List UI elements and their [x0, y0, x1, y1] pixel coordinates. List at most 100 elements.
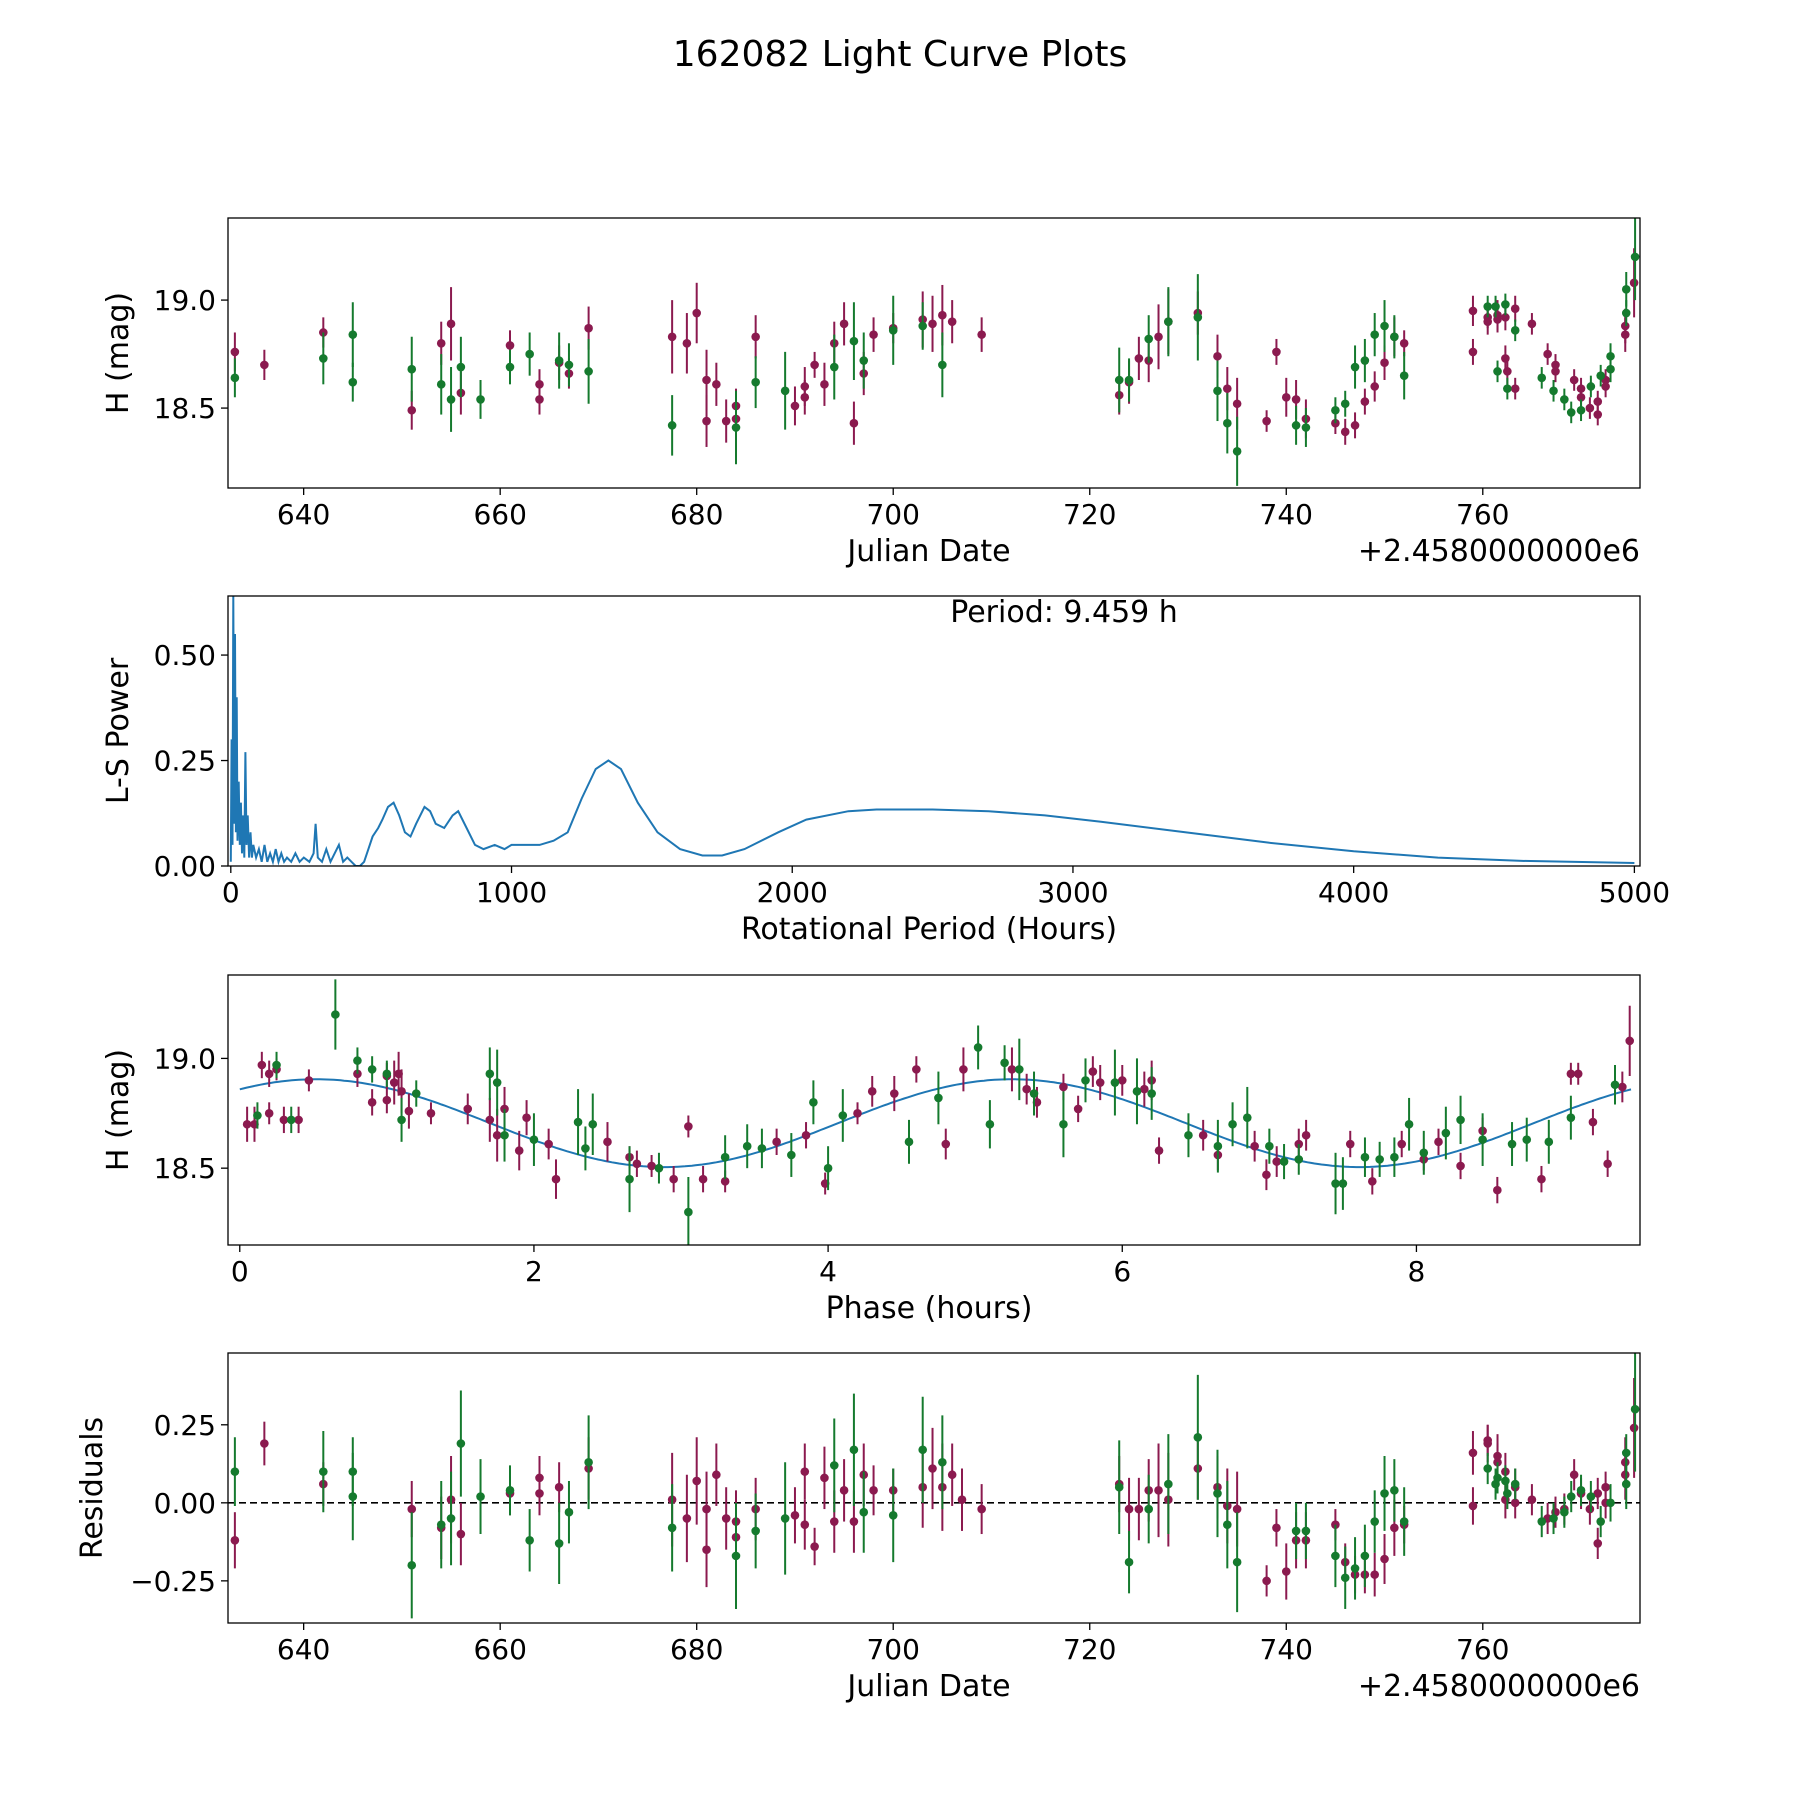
- lightcurve-data-point: [800, 382, 810, 391]
- phase-data-point: [809, 1098, 818, 1107]
- residuals-data-point: [1527, 1495, 1537, 1505]
- residuals-data-point: [1390, 1486, 1399, 1495]
- phase-data-point: [242, 1119, 252, 1129]
- lightcurve-data-point: [319, 354, 328, 363]
- residuals-data-point: [1291, 1526, 1301, 1536]
- residuals-data-point: [1483, 1464, 1492, 1473]
- phase-data-point: [264, 1108, 274, 1118]
- residuals-data-point: [1301, 1526, 1311, 1536]
- residuals-data-point: [456, 1529, 466, 1539]
- periodogram-ytick-label: 0.50: [154, 639, 216, 672]
- phase-data-point: [1095, 1078, 1105, 1087]
- residuals-data-point: [476, 1492, 485, 1501]
- lightcurve-data-point: [938, 360, 947, 370]
- residuals-data-point: [1468, 1448, 1478, 1458]
- residuals-data-point: [535, 1489, 544, 1498]
- periodogram-power-line: [229, 596, 1635, 866]
- residuals-data-point: [731, 1551, 741, 1561]
- residuals-data-point: [682, 1514, 692, 1523]
- lightcurve-data-point: [977, 330, 986, 339]
- periodogram-xtick-label: 4000: [1318, 876, 1389, 909]
- lightcurve-data-point: [1630, 252, 1640, 262]
- phase-data-point: [698, 1174, 708, 1184]
- lightcurve-data-point: [839, 319, 849, 329]
- phase-data-point: [720, 1177, 730, 1186]
- residuals-data-point: [1501, 1476, 1510, 1486]
- phase-xtick-label: 4: [819, 1255, 837, 1288]
- phase-data-point: [973, 1043, 983, 1052]
- phase-data-point: [1022, 1084, 1031, 1094]
- residuals-data-point: [525, 1535, 534, 1545]
- lightcurve-data-point: [1483, 317, 1492, 326]
- phase-data-point: [1368, 1177, 1377, 1186]
- lightcurve-data-point: [1301, 423, 1311, 432]
- lightcurve-data-point: [1291, 421, 1301, 430]
- phase-data-point: [1331, 1179, 1340, 1188]
- lightcurve-data-point: [829, 362, 839, 372]
- phase-data-point: [1537, 1174, 1546, 1184]
- lightcurve-data-point: [1390, 332, 1399, 342]
- panel-lightcurve: 640 660 680 700 720 740 760 18.5 19.0 Julian Date…: [101, 217, 1641, 569]
- phase-ytick-label: 19.0: [154, 1042, 216, 1075]
- lightcurve-data-point: [1493, 367, 1502, 376]
- residuals-data-point: [407, 1560, 417, 1570]
- lightcurve-data-point: [918, 321, 928, 331]
- lightcurve-data-point: [1380, 358, 1389, 368]
- lightcurve-data-point: [790, 401, 800, 411]
- lightcurve-data-point: [1621, 284, 1631, 294]
- phase-data-point: [257, 1060, 267, 1070]
- lightcurve-data-point: [751, 377, 760, 387]
- residuals-xtick-label: 720: [1063, 1633, 1116, 1666]
- phase-data-point: [389, 1078, 399, 1087]
- residuals-data-point: [1549, 1514, 1558, 1523]
- periodogram-plot-area: [229, 596, 1635, 866]
- lightcurve-data-point: [810, 360, 819, 370]
- residuals-data-point: [319, 1467, 328, 1476]
- lightcurve-data-point: [1501, 300, 1510, 309]
- lightcurve-data-point: [476, 395, 485, 404]
- phase-data-point: [823, 1163, 833, 1173]
- phase-data-point: [684, 1207, 693, 1217]
- phase-data-point: [1544, 1137, 1554, 1147]
- lightcurve-data-point: [535, 395, 544, 404]
- lightcurve-xtick-label: 640: [277, 498, 330, 531]
- phase-data-point: [1140, 1084, 1149, 1094]
- residuals-data-point: [436, 1520, 446, 1529]
- lightcurve-data-point: [1232, 446, 1242, 456]
- lightcurve-xlabel: Julian Date: [845, 534, 1010, 569]
- residuals-data-point: [751, 1526, 760, 1536]
- phase-data-point: [1059, 1119, 1068, 1129]
- phase-xtick-label: 0: [231, 1255, 249, 1288]
- lightcurve-data-point: [1569, 375, 1579, 385]
- lightcurve-xtick-label: 660: [473, 498, 526, 531]
- phase-data-point: [529, 1135, 539, 1144]
- phase-data-point: [1478, 1135, 1487, 1144]
- lightcurve-data-point: [1537, 373, 1547, 383]
- phase-data-point: [382, 1095, 392, 1105]
- lightcurve-ytick-label: 19.0: [154, 284, 216, 317]
- panel-phase: 0 2 4 6 8 18.5 19.0 Phase (hours) H (mag): [101, 974, 1641, 1326]
- residuals-data-point: [1124, 1557, 1134, 1567]
- residuals-data-point: [1232, 1557, 1242, 1567]
- residuals-data-point: [1493, 1473, 1502, 1483]
- residuals-data-point: [849, 1517, 859, 1526]
- phase-data-point: [1265, 1141, 1274, 1151]
- phase-data-point: [551, 1174, 561, 1184]
- lightcurve-data-point: [1340, 399, 1350, 409]
- lightcurve-data-point: [1114, 375, 1124, 385]
- phase-data-point: [1294, 1155, 1304, 1164]
- residuals-data-point: [1586, 1492, 1596, 1501]
- residuals-data-point: [446, 1514, 456, 1523]
- phase-data-point: [1390, 1152, 1399, 1162]
- periodogram-xtick-label: 5000: [1599, 876, 1670, 909]
- phase-data-point: [1566, 1069, 1576, 1079]
- phase-data-point: [1272, 1157, 1282, 1166]
- residuals-data-point: [820, 1473, 829, 1483]
- lightcurve-data-point: [348, 377, 358, 387]
- phase-data-point: [304, 1076, 314, 1085]
- residuals-data-point: [1621, 1448, 1631, 1458]
- residuals-data-point: [947, 1470, 957, 1480]
- phase-data-point: [1566, 1113, 1576, 1122]
- lightcurve-data-point: [525, 349, 534, 359]
